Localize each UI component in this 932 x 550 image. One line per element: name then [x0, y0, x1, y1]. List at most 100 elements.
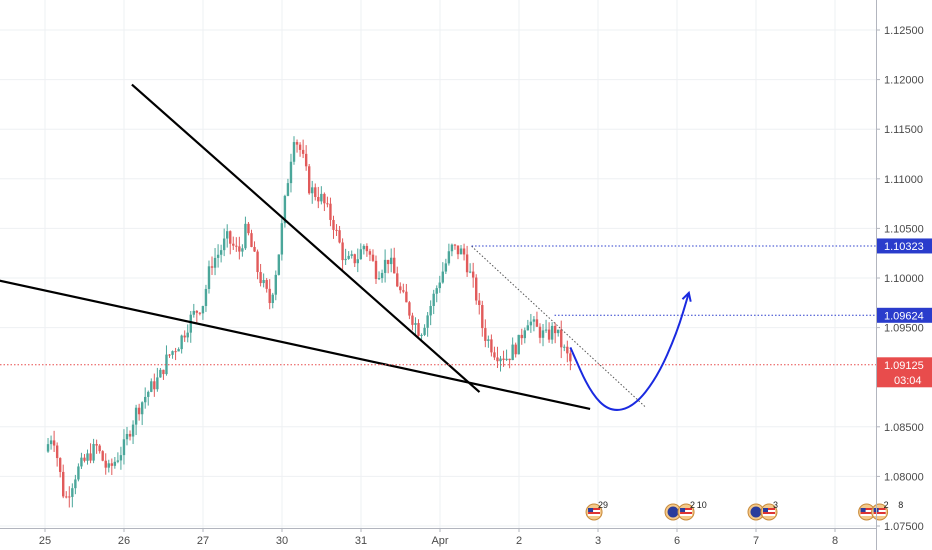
candle-body	[563, 346, 566, 348]
candle-body	[49, 440, 53, 445]
price-tick-label: 1.10000	[884, 273, 924, 285]
candle-body	[311, 187, 314, 194]
candle-body	[493, 352, 496, 358]
candle-body	[414, 323, 417, 325]
dotted-projection-line	[471, 245, 646, 408]
candle-body	[77, 466, 80, 480]
event-count: 8	[898, 500, 903, 510]
projection-curve	[569, 292, 690, 411]
time-axis[interactable]: 25 26 27 30 31 Apr 2 3 6 7 8	[0, 528, 876, 550]
candle-body	[514, 344, 517, 355]
candle-body	[423, 327, 426, 335]
candle-body	[557, 329, 560, 334]
us-flag-canton	[588, 508, 594, 512]
time-tick-label: Apr	[431, 535, 448, 547]
price-tick-label: 1.07500	[884, 521, 924, 533]
candle-body	[508, 358, 511, 361]
candle-body	[465, 254, 469, 273]
candle-body	[92, 444, 95, 461]
candle-body	[456, 245, 460, 255]
candle-body	[487, 339, 490, 341]
candle-body	[335, 229, 338, 231]
candle-body	[481, 305, 484, 329]
price-axis[interactable]: 1.12500 1.12000 1.11500 1.11000 1.10500 1.100…	[876, 0, 932, 550]
candle-body	[338, 230, 341, 243]
candle-body	[532, 319, 536, 322]
candle-body	[377, 278, 381, 280]
candle-body	[550, 325, 554, 340]
time-tick-label: 25	[39, 535, 51, 547]
candle-body	[471, 271, 475, 278]
candle-body	[365, 245, 369, 252]
candle-body	[216, 254, 220, 258]
price-tick-label: 1.09500	[884, 323, 924, 335]
candle-body	[134, 407, 138, 425]
candle-body	[393, 257, 396, 274]
event-count: 2	[690, 500, 695, 510]
us-flag-stripe	[873, 508, 886, 510]
candle-body	[274, 274, 277, 295]
candle-body	[569, 353, 572, 362]
candle-body	[183, 335, 186, 338]
candle-body	[286, 183, 290, 196]
candle-body	[462, 248, 466, 255]
time-tick-label: 6	[674, 535, 680, 547]
candle-body	[168, 354, 171, 356]
candle-body	[125, 433, 129, 440]
candle-body	[204, 288, 208, 307]
candle-body	[153, 381, 156, 390]
candles	[46, 136, 572, 508]
candle-body	[101, 451, 104, 461]
time-axis-background	[0, 528, 876, 550]
us-flag-stripe	[763, 512, 775, 514]
candle-body	[432, 293, 435, 306]
candle-body	[198, 312, 202, 314]
time-tick-label: 27	[197, 535, 209, 547]
time-tick-label: 2	[516, 535, 522, 547]
candle-body	[289, 161, 293, 184]
candle-body	[329, 203, 332, 220]
price-tick-label: 1.11000	[884, 174, 923, 186]
event-count: 10	[697, 500, 707, 510]
candle-body	[122, 439, 126, 456]
candle-body	[62, 471, 65, 497]
economic-events: 29 2 10 3 2 8	[585, 500, 903, 521]
candle-body	[304, 153, 308, 167]
candle-body	[52, 440, 56, 446]
candle-body	[131, 424, 135, 437]
candle-body	[502, 358, 505, 360]
candle-body	[301, 149, 305, 154]
candle-body	[386, 259, 390, 265]
candle-body	[478, 300, 481, 306]
candle-body	[271, 294, 274, 304]
time-tick-label: 3	[595, 535, 601, 547]
candle-body	[232, 243, 235, 246]
candle-body	[320, 193, 323, 202]
candle-body	[259, 272, 262, 284]
candle-body	[226, 231, 229, 239]
price-label-box	[877, 238, 932, 254]
candle-body	[453, 244, 457, 246]
candle-body	[505, 358, 508, 360]
us-flag-stripe	[680, 512, 693, 514]
candle-body	[496, 357, 499, 362]
candle-body	[298, 144, 302, 150]
candle-body	[213, 257, 217, 268]
candle-body	[162, 369, 165, 375]
candle-body	[538, 326, 542, 338]
candle-body	[74, 479, 77, 489]
candle-body	[107, 463, 110, 468]
candle-body	[553, 325, 557, 334]
candle-body	[86, 453, 89, 461]
us-flag-stripe	[873, 512, 886, 514]
candle-body	[65, 496, 68, 498]
price-tick-label: 1.12000	[884, 75, 924, 87]
candle-body	[526, 325, 530, 331]
candle-body	[402, 290, 405, 292]
candle-body	[560, 329, 563, 348]
candle-body	[235, 245, 238, 247]
candle-body	[46, 444, 50, 452]
candle-body	[229, 231, 232, 244]
